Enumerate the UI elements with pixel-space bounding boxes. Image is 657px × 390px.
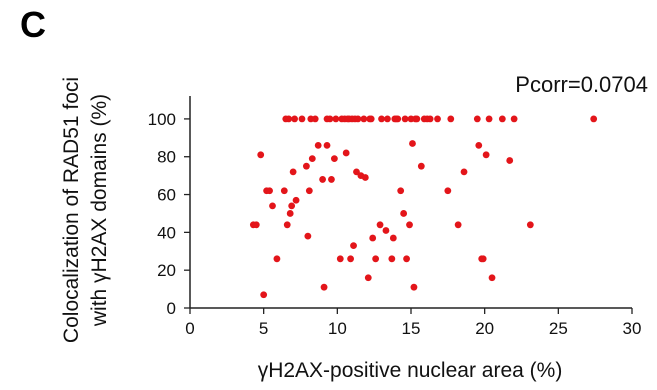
- data-point: [417, 162, 425, 170]
- y-axis-title-line2: with γH2AX domains (%): [88, 94, 111, 327]
- data-point: [382, 227, 390, 234]
- data-point: [376, 221, 384, 229]
- data-point: [447, 115, 455, 123]
- data-point: [406, 221, 413, 229]
- data-point: [328, 176, 335, 183]
- data-point: [285, 115, 293, 123]
- data-point: [308, 155, 316, 163]
- y-tick-label: 100: [148, 110, 176, 129]
- data-point: [388, 255, 396, 263]
- data-point: [485, 115, 493, 123]
- data-point: [314, 141, 322, 149]
- y-axis-title-line1: Colocalization of RAD51 foci: [60, 77, 83, 343]
- data-point: [354, 115, 362, 123]
- data-point: [353, 168, 360, 176]
- data-point: [257, 151, 265, 159]
- data-point: [286, 210, 294, 217]
- y-tick-label: 40: [157, 223, 176, 242]
- data-point: [273, 255, 281, 263]
- data-point: [269, 202, 276, 210]
- axes: 0 5 10 15 20 25 30 0 20 40 60 80 100: [148, 96, 642, 338]
- data-point: [252, 221, 260, 229]
- data-point: [311, 115, 319, 123]
- x-tick-label: 10: [328, 319, 347, 338]
- panel-label: C: [20, 4, 46, 45]
- data-point: [473, 115, 481, 123]
- data-point: [360, 115, 368, 123]
- data-point: [482, 151, 490, 159]
- data-point: [409, 140, 416, 147]
- data-point: [283, 221, 291, 229]
- data-point: [400, 210, 408, 217]
- x-axis-title: γH2AX-positive nuclear area (%): [258, 359, 563, 382]
- x-tick-label: 20: [475, 319, 494, 338]
- data-point: [475, 141, 483, 149]
- data-point: [369, 234, 377, 242]
- data-point: [298, 115, 306, 123]
- x-tick-label: 0: [185, 319, 194, 338]
- data-point: [506, 157, 514, 164]
- data-point: [260, 291, 268, 299]
- data-point: [394, 115, 402, 123]
- data-point: [361, 174, 369, 181]
- data-point: [347, 255, 354, 263]
- data-point: [454, 221, 462, 229]
- data-point: [342, 149, 350, 157]
- data-point: [479, 255, 487, 263]
- data-point: [378, 115, 385, 123]
- data-point: [364, 274, 372, 282]
- data-point: [326, 115, 334, 123]
- data-point: [289, 168, 297, 176]
- data-point: [323, 141, 331, 149]
- data-point: [384, 115, 391, 123]
- chart-annotation: Pcorr=0.0704: [515, 72, 648, 97]
- data-point: [330, 155, 338, 163]
- y-axis-title: Colocalization of RAD51 foci with γH2AX …: [60, 77, 111, 343]
- data-point: [336, 255, 344, 263]
- x-tick-label: 5: [259, 319, 268, 338]
- data-point: [426, 115, 434, 123]
- data-point: [320, 283, 328, 291]
- data-point: [413, 115, 421, 123]
- x-tick-label: 15: [402, 319, 421, 338]
- data-point: [488, 274, 496, 282]
- data-point: [410, 283, 418, 291]
- data-point: [304, 232, 312, 240]
- data-point: [372, 255, 380, 263]
- data-point: [498, 115, 506, 123]
- data-point: [350, 242, 357, 250]
- x-tick-label: 25: [549, 319, 568, 338]
- data-point: [401, 115, 409, 123]
- data-point: [510, 115, 518, 123]
- y-tick-label: 0: [167, 299, 176, 318]
- data-point: [444, 187, 452, 195]
- data-point: [280, 187, 288, 195]
- data-point: [460, 168, 468, 176]
- data-point: [319, 176, 326, 183]
- data-point: [266, 187, 273, 195]
- y-tick-label: 80: [157, 148, 176, 167]
- data-point: [332, 115, 340, 123]
- x-tick-label: 30: [623, 319, 642, 338]
- data-point: [397, 187, 405, 195]
- data-point: [302, 162, 310, 170]
- data-point: [288, 202, 296, 210]
- data-point: [590, 115, 598, 123]
- data-point: [292, 196, 300, 204]
- data-point: [367, 115, 375, 123]
- data-point: [291, 115, 299, 123]
- y-tick-label: 20: [157, 261, 176, 280]
- data-points: [249, 115, 598, 299]
- data-point: [403, 255, 410, 263]
- y-tick-label: 60: [157, 186, 176, 205]
- data-point: [389, 234, 397, 242]
- data-point: [434, 115, 441, 123]
- data-point: [526, 221, 534, 229]
- data-point: [305, 187, 313, 195]
